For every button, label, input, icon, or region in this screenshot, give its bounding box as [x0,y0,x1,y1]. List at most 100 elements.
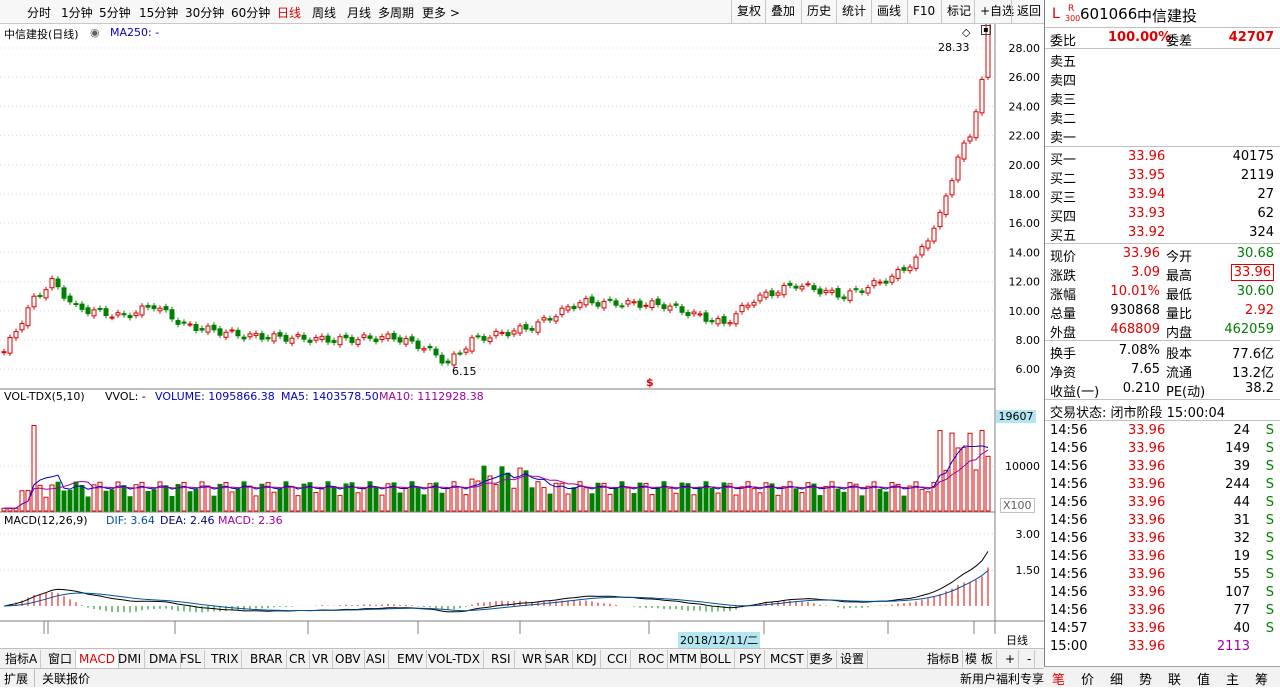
toolbar-btn-3[interactable]: 统计 [836,0,871,23]
indicator-tab-24[interactable]: 更多 [806,650,838,668]
volume-bar [319,488,325,512]
macd-dea-line [3,570,989,612]
indicator-tab-11[interactable]: ASI [363,650,390,668]
indicator-tab-9[interactable]: VR [309,650,333,668]
indicator-right-0[interactable]: 指标B [924,650,964,668]
related-quotes-button[interactable]: 关联报价 [42,672,91,686]
period-7[interactable]: 周线 [312,6,337,20]
toolbar-btn-6[interactable]: 标记 [941,0,976,23]
kline-chart-svg[interactable]: 28.00 26.00 24.00 22.00 20.00 18.00 16.00 14.00… [0,5,1044,647]
indicator-tab-6[interactable]: TRIX [208,650,243,668]
indicator-tab-8[interactable]: CR [286,650,310,668]
indicator-tab-0[interactable]: 指标A [2,650,42,668]
indicator-tab-16[interactable]: SAR [542,650,574,668]
separator [1045,243,1280,244]
volume-bar [613,486,619,512]
volume-bar [979,430,985,512]
indicator-tab-7[interactable]: BRAR [247,650,287,668]
toolbar-btn-1[interactable]: 叠加 [765,0,800,23]
volume-bar [931,481,937,512]
period-5[interactable]: 60分钟 [231,6,271,20]
volume-bar [823,485,829,512]
toolbar-btn-4[interactable]: 画线 [871,0,906,23]
indicator-tab-19[interactable]: ROC [635,650,669,668]
divider [34,669,35,687]
quote-tab-7[interactable]: 筹 [1254,673,1268,688]
candle-body [919,246,925,256]
indicator-tab-20[interactable]: MTM [666,650,702,668]
candle-body [871,280,877,287]
toolbar-btn-2[interactable]: 历史 [801,0,836,23]
indicator-tab-18[interactable]: CCI [604,650,632,668]
stat-value: 38.2 [1245,381,1274,396]
period-4[interactable]: 30分钟 [185,6,225,20]
vvol-label: VVOL: - [105,390,146,403]
new-user-promo-link[interactable]: 新用户福利专享 [960,672,1045,686]
chart-area[interactable]: 28.00 26.00 24.00 22.00 20.00 18.00 16.00 14.00… [0,5,1044,648]
quote-tab-0[interactable]: 笔 [1051,673,1065,688]
macd-dif: DIF: 3.64 [106,514,155,527]
candle-body [613,300,619,306]
indicator-tab-25[interactable]: 设置 [837,650,869,668]
indicator-tab-10[interactable]: OBV [332,650,365,668]
indicator-tab-5[interactable]: FSL [177,650,205,668]
period-6[interactable]: 日线 [277,6,302,20]
tick-row: 14:56 33.96 19 S [1048,548,1278,567]
period-0[interactable]: 分时 [27,6,52,20]
bottom-bar: 扩展 关联报价 新用户福利专享 [0,668,1044,687]
indicator-tab-2[interactable]: MACD [76,650,119,668]
window-icon[interactable]: ▪ [981,25,991,35]
indicator-tab-21[interactable]: BOLL [697,650,735,668]
stat-label: 内盘 [1166,326,1193,341]
indicator-tab-3[interactable]: DMI [115,650,146,668]
sell-label: 卖三 [1050,93,1077,108]
indicator-tab-1[interactable]: 窗口 [45,650,77,668]
dividend-marker-icon[interactable]: $ [646,376,654,389]
period-2[interactable]: 5分钟 [99,6,131,20]
volume-title: VOL-TDX(5,10) [4,390,85,403]
stat-value: 30.60 [1236,284,1274,299]
period-9[interactable]: 多周期 [378,6,415,20]
volume-bar [367,481,373,512]
expand-button[interactable]: 扩展 [4,672,29,686]
quote-tab-4[interactable]: 联 [1167,673,1181,688]
collapse-icon[interactable]: ◉ [90,26,100,39]
quote-tab-6[interactable]: 主 [1225,673,1239,688]
candle-body [313,337,319,341]
indicator-tab-22[interactable]: PSY [736,650,766,668]
volume-bar [793,488,799,512]
indicator-tab-4[interactable]: DMA [146,650,181,668]
weibi-value: 100.00% [1108,30,1172,45]
toolbar-btn-5[interactable]: F10 [907,0,940,23]
indicator-tab-13[interactable]: VOL-TDX [425,650,484,668]
period-label[interactable]: 日线 [1006,634,1028,647]
indicator-tab-23[interactable]: MCST [767,650,808,668]
period-1[interactable]: 1分钟 [61,6,93,20]
candle-body [139,305,145,316]
toolbar-btn-0[interactable]: 复权 [731,0,766,23]
stat-value: 468809 [1110,322,1160,337]
quote-tab-1[interactable]: 价 [1080,673,1094,688]
volume-bar [847,482,853,512]
indicator-right-3[interactable]: - [1024,650,1036,668]
quote-tab-2[interactable]: 细 [1109,673,1123,688]
volume-bar [181,481,187,512]
candle-body [301,334,307,340]
indicator-tab-17[interactable]: KDJ [573,650,601,668]
indicator-tab-14[interactable]: RSI [488,650,515,668]
indicator-tab-15[interactable]: WR [519,650,547,668]
quote-tab-5[interactable]: 值 [1196,673,1210,688]
indicator-right-1[interactable]: 模 板 [962,650,997,668]
diamond-icon[interactable]: ◇ [962,26,971,39]
period-3[interactable]: 15分钟 [139,6,179,20]
candle-body [781,284,787,296]
period-8[interactable]: 月线 [347,6,372,20]
toolbar-btn-8[interactable]: 返回 [1011,0,1046,23]
toolbar-btn-7[interactable]: +自选 [974,0,1019,23]
tick-volume: 31 [1233,513,1250,528]
indicator-tab-12[interactable]: EMV [394,650,428,668]
period-10[interactable]: 更多 > [422,6,460,20]
indicator-right-2[interactable]: + [1002,650,1020,668]
quote-tab-3[interactable]: 势 [1138,673,1152,688]
candle-body [745,304,751,308]
